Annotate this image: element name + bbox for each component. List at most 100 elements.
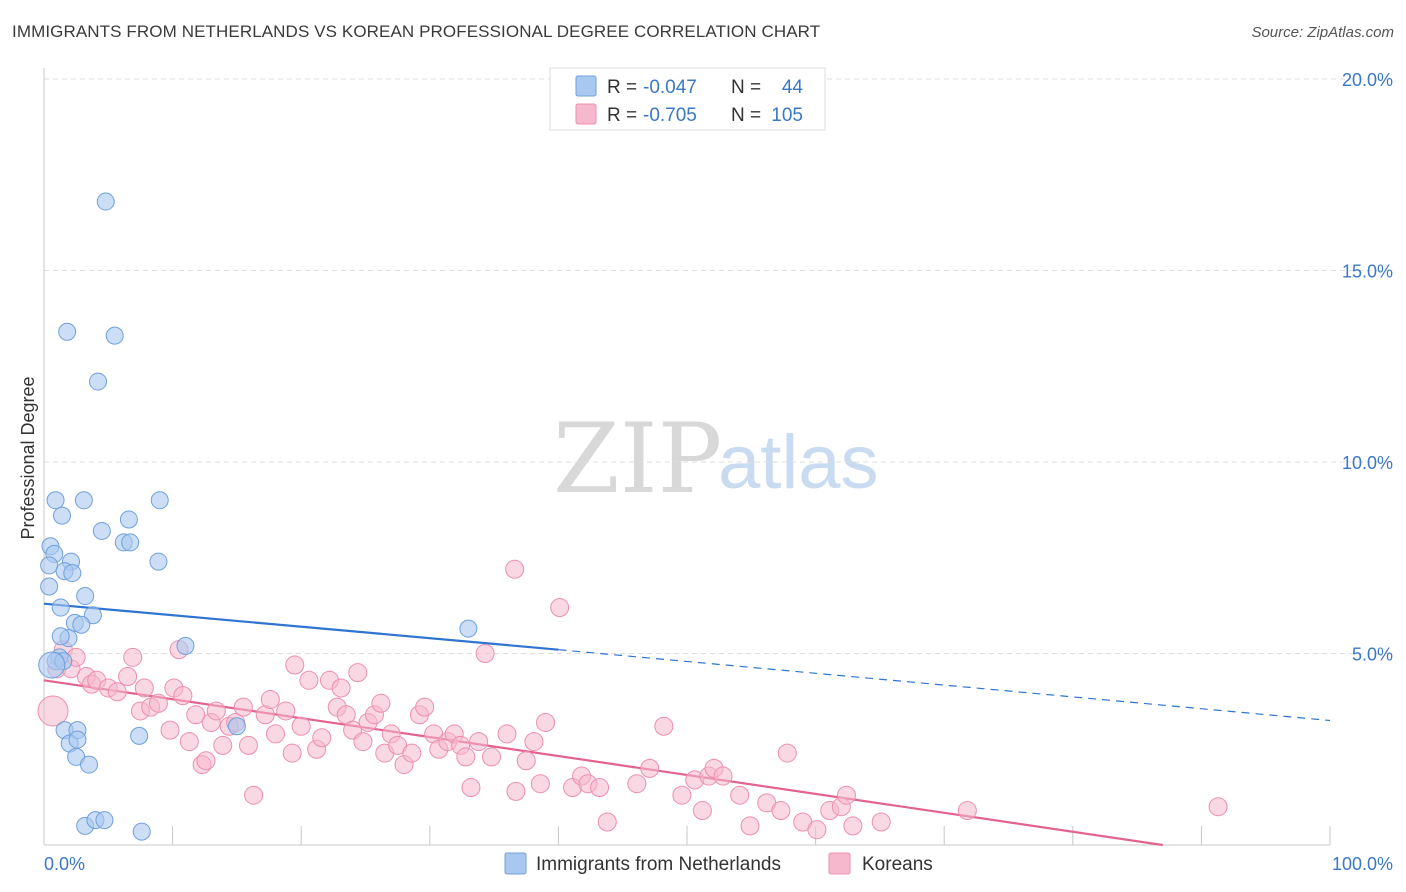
- netherlands-point: [95, 811, 114, 830]
- y-axis-label: Professional Degree: [18, 376, 38, 539]
- netherlands-point: [459, 619, 478, 638]
- netherlands-point: [89, 372, 108, 391]
- bottom-legend-label-netherlands: Immigrants from Netherlands: [536, 854, 781, 875]
- korean-point: [524, 732, 544, 752]
- netherlands-point: [96, 192, 115, 211]
- legend-r-label-1: R =: [607, 77, 637, 98]
- korean-point: [871, 812, 891, 832]
- x-tick-label-min: 0.0%: [44, 854, 85, 874]
- watermark-zip: ZIP: [553, 403, 722, 515]
- netherlands-point: [68, 730, 87, 749]
- korean-point: [461, 778, 481, 798]
- korean-point: [179, 732, 199, 752]
- korean-point: [807, 820, 827, 840]
- korean-point: [134, 678, 154, 698]
- netherlands-point: [72, 615, 91, 634]
- korean-point: [402, 743, 422, 763]
- korean-point: [640, 758, 660, 778]
- correlation-legend: R = -0.047 N = 44 R = -0.705 N = 105: [549, 67, 826, 131]
- korean-point: [597, 812, 617, 832]
- y-tick-label-10: 10.0%: [1342, 453, 1393, 473]
- legend-r-value-1: -0.047: [643, 77, 697, 98]
- korean-point: [353, 732, 373, 752]
- netherlands-point: [40, 556, 59, 575]
- netherlands-points: [38, 192, 478, 841]
- korean-point: [957, 801, 977, 821]
- y-tick-label-20: 20.0%: [1342, 70, 1393, 90]
- netherlands-point: [121, 533, 140, 552]
- netherlands-point: [130, 726, 149, 745]
- korean-points: [37, 559, 1228, 840]
- bottom-legend-swatch-netherlands: [504, 852, 527, 875]
- korean-point: [37, 695, 69, 727]
- korean-point: [276, 701, 296, 721]
- source-credit: Source: ZipAtlas.com: [1251, 24, 1394, 41]
- netherlands-point: [227, 717, 246, 736]
- korean-point: [516, 751, 536, 771]
- legend-n-label-2: N =: [731, 105, 761, 126]
- korean-point: [536, 712, 556, 732]
- korean-point: [456, 747, 476, 767]
- korean-point: [843, 816, 863, 836]
- netherlands-point: [83, 606, 102, 625]
- netherlands-point: [38, 651, 66, 679]
- korean-point: [265, 724, 285, 744]
- korean-point: [173, 686, 193, 706]
- korean-point: [692, 801, 712, 821]
- korean-point: [331, 678, 351, 698]
- legend-r-value-2: -0.705: [643, 105, 697, 126]
- bottom-legend-swatch-koreans: [828, 852, 851, 875]
- legend-n-value-1: 44: [782, 77, 804, 98]
- netherlands-point: [51, 598, 70, 617]
- watermark-atlas: atlas: [718, 420, 879, 505]
- netherlands-point: [53, 506, 72, 525]
- korean-point: [506, 781, 526, 801]
- gridlines: [44, 78, 1392, 654]
- korean-point: [530, 774, 550, 794]
- chart-title: IMMIGRANTS FROM NETHERLANDS VS KOREAN PR…: [12, 22, 821, 41]
- korean-point: [244, 785, 264, 805]
- netherlands-trend-line: [43, 602, 559, 651]
- korean-point: [836, 785, 856, 805]
- y-tick-labels: 5.0% 10.0% 15.0% 20.0%: [1342, 70, 1393, 665]
- netherlands-point: [149, 552, 168, 571]
- korean-point: [627, 774, 647, 794]
- korean-point: [299, 670, 319, 690]
- korean-point: [415, 697, 435, 717]
- korean-point: [291, 716, 311, 736]
- netherlands-trend-extension: [558, 649, 1331, 722]
- x-tick-label-max: 100.0%: [1332, 854, 1393, 874]
- korean-point: [777, 743, 797, 763]
- korean-point: [590, 778, 610, 798]
- korean-point: [123, 647, 143, 667]
- legend-swatch-koreans: [575, 103, 597, 125]
- korean-trend-line: [43, 679, 1163, 847]
- korean-point: [482, 747, 502, 767]
- korean-point: [186, 705, 206, 725]
- korean-point: [771, 801, 791, 821]
- korean-point: [196, 751, 216, 771]
- netherlands-point: [105, 326, 124, 345]
- korean-point: [713, 766, 733, 786]
- netherlands-point: [63, 564, 82, 583]
- netherlands-point: [150, 491, 169, 510]
- netherlands-point: [176, 636, 195, 655]
- legend-n-label-1: N =: [731, 77, 761, 98]
- netherlands-point: [58, 322, 77, 341]
- korean-point: [148, 693, 168, 713]
- korean-point: [497, 724, 517, 744]
- y-tick-label-15: 15.0%: [1342, 262, 1393, 282]
- netherlands-point: [92, 521, 111, 540]
- korean-point: [672, 785, 692, 805]
- korean-point: [118, 666, 138, 686]
- legend-n-value-2: 105: [771, 105, 803, 126]
- korean-point: [371, 693, 391, 713]
- netherlands-point: [74, 491, 93, 510]
- korean-point: [475, 644, 495, 663]
- korean-point: [348, 663, 368, 683]
- korean-point: [282, 743, 302, 763]
- korean-point: [238, 735, 258, 755]
- korean-point: [505, 559, 525, 579]
- netherlands-point: [119, 510, 138, 529]
- bottom-legend-label-koreans: Koreans: [862, 854, 933, 875]
